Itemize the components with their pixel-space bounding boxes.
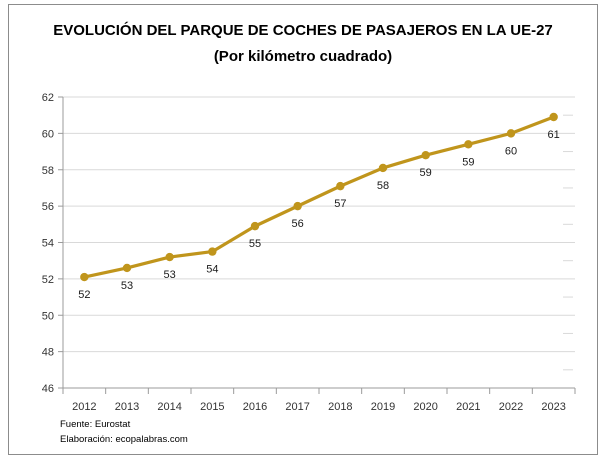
y-tick-label: 48 bbox=[42, 347, 54, 359]
x-tick-label: 2023 bbox=[541, 401, 565, 413]
data-point-marker bbox=[80, 272, 89, 282]
data-point-marker bbox=[464, 140, 473, 149]
data-point-marker bbox=[122, 263, 132, 273]
y-tick-label: 56 bbox=[42, 201, 54, 213]
data-point-marker bbox=[421, 151, 430, 160]
data-point-marker bbox=[506, 129, 516, 138]
title-block: EVOLUCIÓN DEL PARQUE DE COCHES DE PASAJE… bbox=[9, 22, 597, 65]
line-chart-plot: 46 48 50 52 54 56 58 60 62 2012 2013 2014 2015 2016 20… bbox=[42, 92, 576, 413]
data-point-marker bbox=[549, 112, 558, 122]
x-tick-label: 2021 bbox=[456, 401, 480, 413]
data-point-label: 53 bbox=[164, 269, 176, 281]
x-tick-label: 2016 bbox=[243, 401, 267, 413]
data-point-label: 59 bbox=[420, 167, 432, 179]
x-tick-label: 2012 bbox=[72, 401, 96, 413]
data-point-marker bbox=[378, 163, 388, 173]
data-point-label: 59 bbox=[462, 156, 474, 168]
data-point-marker bbox=[250, 221, 260, 231]
y-tick-label: 60 bbox=[42, 128, 54, 140]
chart-frame: 46 48 50 52 54 56 58 60 62 2012 2013 2014 2015 2016 20… bbox=[8, 4, 598, 455]
data-point-label: 53 bbox=[121, 280, 133, 292]
data-point-label: 55 bbox=[249, 238, 261, 250]
x-tick-label: 2014 bbox=[157, 401, 181, 413]
data-point-label: 52 bbox=[78, 289, 90, 301]
y-tick-label: 52 bbox=[42, 274, 54, 286]
x-tick-label: 2017 bbox=[285, 401, 309, 413]
data-series-line bbox=[82, 115, 556, 279]
x-tick-label: 2022 bbox=[499, 401, 523, 413]
data-point-marker bbox=[336, 181, 345, 191]
y-tick-label: 50 bbox=[42, 310, 54, 322]
data-point-label: 54 bbox=[206, 264, 218, 276]
data-point-label: 58 bbox=[377, 180, 389, 192]
data-point-label: 56 bbox=[292, 218, 304, 230]
chart-subtitle: (Por kilómetro cuadrado) bbox=[213, 48, 393, 65]
y-tick-label: 58 bbox=[42, 165, 54, 177]
data-point-label: 57 bbox=[334, 198, 346, 210]
data-point-label: 60 bbox=[505, 145, 517, 157]
x-tick-label: 2019 bbox=[371, 401, 395, 413]
x-tick-label: 2015 bbox=[200, 401, 224, 413]
x-tick-label: 2013 bbox=[115, 401, 139, 413]
footer-block: Fuente: Eurostat Elaboración: ecopalabra… bbox=[60, 417, 188, 447]
chart-title: EVOLUCIÓN DEL PARQUE DE COCHES DE PASAJE… bbox=[53, 22, 553, 39]
data-point-label: 61 bbox=[548, 129, 560, 141]
y-tick-label: 62 bbox=[42, 92, 54, 104]
data-point-marker bbox=[293, 201, 302, 211]
source-note: Fuente: Eurostat bbox=[60, 419, 131, 430]
y-tick-label: 46 bbox=[42, 383, 54, 395]
elaboration-note: Elaboración: ecopalabras.com bbox=[60, 434, 188, 445]
y-tick-label: 54 bbox=[42, 238, 54, 250]
x-tick-label: 2018 bbox=[328, 401, 352, 413]
data-point-marker bbox=[208, 247, 217, 256]
data-point-marker bbox=[165, 252, 174, 262]
x-tick-label: 2020 bbox=[413, 401, 437, 413]
